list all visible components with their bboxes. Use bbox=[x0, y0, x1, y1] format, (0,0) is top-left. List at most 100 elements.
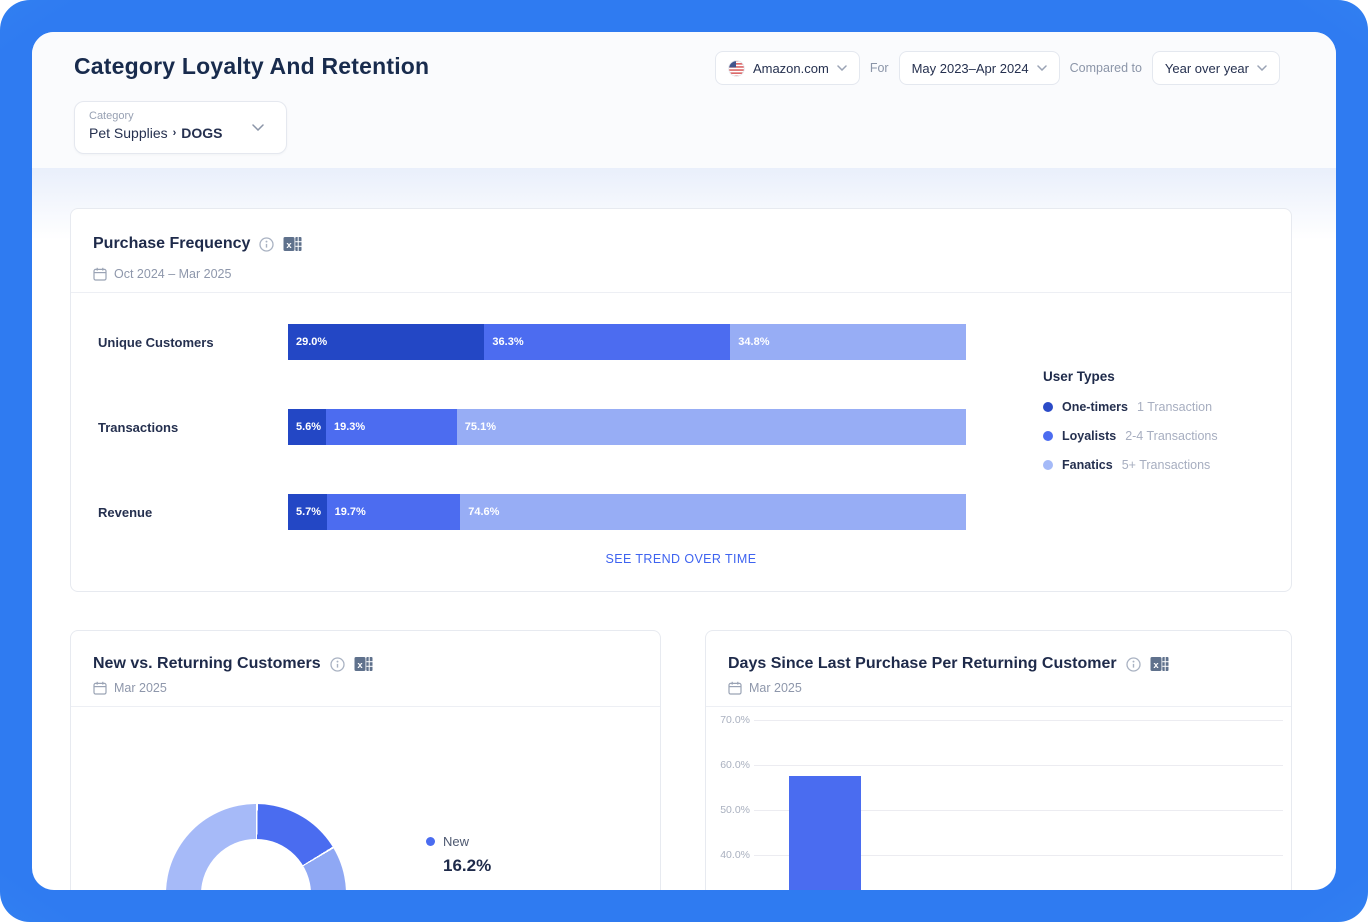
bar-segment-fanatics[interactable]: 75.1% bbox=[456, 409, 966, 445]
calendar-icon bbox=[93, 267, 107, 281]
excel-export-icon[interactable]: x bbox=[1150, 655, 1169, 673]
breadcrumb-separator: › bbox=[172, 127, 177, 139]
info-icon[interactable] bbox=[259, 236, 275, 252]
legend-dot bbox=[1043, 460, 1053, 470]
chevron-down-icon bbox=[252, 124, 264, 131]
for-label: For bbox=[869, 61, 889, 75]
chevron-down-icon bbox=[837, 65, 847, 71]
info-icon[interactable] bbox=[1125, 656, 1141, 672]
legend-item: Loyalists 2-4 Transactions bbox=[1043, 429, 1218, 443]
bar-segment-loyalists[interactable]: 19.3% bbox=[325, 409, 457, 445]
legend-desc: 2-4 Transactions bbox=[1125, 429, 1218, 443]
legend-desc: 1 Transaction bbox=[1137, 400, 1213, 414]
bar-segment-one-timers[interactable]: 5.7% bbox=[288, 494, 327, 530]
card-date-range: Mar 2025 bbox=[114, 681, 167, 695]
legend-name: One-timers bbox=[1062, 400, 1128, 414]
new-legend-dot bbox=[426, 837, 435, 846]
svg-text:x: x bbox=[357, 660, 363, 671]
info-icon[interactable] bbox=[329, 656, 345, 672]
donut-legend: New 16.2% bbox=[426, 834, 491, 876]
stacked-bar: 29.0% 36.3% 34.8% bbox=[288, 324, 966, 360]
user-types-legend: User Types One-timers 1 Transaction Loyali… bbox=[1043, 369, 1218, 487]
segment-value-label: 5.6% bbox=[296, 421, 322, 433]
frequency-row: Revenue 5.7% 19.7% 74.6% bbox=[71, 494, 966, 530]
chevron-down-icon bbox=[1257, 65, 1267, 71]
card-title: Purchase Frequency bbox=[93, 235, 251, 252]
excel-export-icon[interactable]: x bbox=[283, 235, 302, 253]
legend-dot bbox=[1043, 431, 1053, 441]
legend-desc: 5+ Transactions bbox=[1121, 458, 1211, 472]
bar-segment-loyalists[interactable]: 19.7% bbox=[326, 494, 461, 530]
segment-value-label: 19.7% bbox=[334, 506, 366, 518]
gridline bbox=[754, 720, 1283, 721]
calendar-icon bbox=[728, 681, 742, 695]
svg-text:x: x bbox=[1153, 660, 1159, 671]
card-date-range: Mar 2025 bbox=[749, 681, 802, 695]
row-label: Transactions bbox=[98, 419, 179, 435]
bar-segment-fanatics[interactable]: 34.8% bbox=[730, 324, 966, 360]
chart-bar[interactable] bbox=[789, 776, 861, 890]
us-flag-icon bbox=[728, 59, 745, 77]
purchase-frequency-card: Purchase Frequency x Oct 2024 – Mar 2025… bbox=[70, 208, 1292, 592]
compared-to-label: Compared to bbox=[1069, 61, 1142, 75]
header-controls: Amazon.com For May 2023–Apr 2024 Compare… bbox=[714, 51, 1280, 85]
card-title: Days Since Last Purchase Per Returning C… bbox=[728, 655, 1117, 672]
legend-name: Fanatics bbox=[1062, 458, 1113, 472]
gridline bbox=[754, 855, 1283, 856]
excel-export-icon[interactable]: x bbox=[354, 655, 373, 673]
legend-dot bbox=[1043, 402, 1053, 412]
date-range-selector[interactable]: May 2023–Apr 2024 bbox=[898, 51, 1060, 85]
new-legend-label: New bbox=[443, 834, 470, 849]
segment-value-label: 19.3% bbox=[333, 421, 366, 433]
gridline bbox=[754, 810, 1283, 811]
bar-segment-one-timers[interactable]: 5.6% bbox=[288, 409, 326, 445]
stacked-bar: 5.7% 19.7% 74.6% bbox=[288, 494, 966, 530]
legend-title: User Types bbox=[1043, 369, 1115, 384]
category-label: Category bbox=[89, 110, 134, 122]
date-range-value: May 2023–Apr 2024 bbox=[911, 60, 1029, 76]
legend-item: One-timers 1 Transaction bbox=[1043, 400, 1218, 414]
card-date-range: Oct 2024 – Mar 2025 bbox=[114, 267, 232, 281]
segment-value-label: 36.3% bbox=[492, 336, 524, 348]
frequency-row: Unique Customers 29.0% 36.3% 34.8% bbox=[71, 324, 966, 360]
site-selector[interactable]: Amazon.com bbox=[714, 51, 860, 85]
y-axis-tick-label: 50.0% bbox=[720, 804, 750, 816]
y-axis-tick-label: 70.0% bbox=[720, 714, 750, 726]
category-value: Pet Supplies › DOGS bbox=[89, 125, 223, 141]
new-vs-returning-card: New vs. Returning Customers x Mar 2025 bbox=[70, 630, 661, 890]
legend-item: Fanatics 5+ Transactions bbox=[1043, 458, 1218, 472]
divider bbox=[71, 706, 660, 707]
svg-text:x: x bbox=[287, 240, 293, 251]
stacked-bar: 5.6% 19.3% 75.1% bbox=[288, 409, 966, 445]
days-since-purchase-card: Days Since Last Purchase Per Returning C… bbox=[705, 630, 1292, 890]
bar-segment-loyalists[interactable]: 36.3% bbox=[484, 324, 731, 360]
y-axis-tick-label: 60.0% bbox=[720, 759, 750, 771]
bar-chart: 70.0% 60.0% 50.0% 40.0% bbox=[706, 706, 1291, 890]
frequency-row: Transactions 5.6% 19.3% 75.1% bbox=[71, 409, 966, 445]
site-selector-value: Amazon.com bbox=[752, 60, 829, 76]
comparison-value: Year over year bbox=[1164, 60, 1249, 76]
see-trend-link[interactable]: SEE TREND OVER TIME bbox=[605, 552, 757, 566]
calendar-icon bbox=[93, 681, 107, 695]
divider bbox=[71, 292, 1291, 293]
chevron-down-icon bbox=[1036, 65, 1047, 71]
bar-segment-fanatics[interactable]: 74.6% bbox=[460, 494, 966, 530]
comparison-selector[interactable]: Year over year bbox=[1151, 51, 1280, 85]
category-selector[interactable]: Category Pet Supplies › DOGS bbox=[74, 101, 287, 154]
stacked-bar-chart: Unique Customers 29.0% 36.3% 34.8% Transacti… bbox=[71, 324, 966, 579]
card-title: New vs. Returning Customers bbox=[93, 655, 321, 672]
segment-value-label: 5.7% bbox=[296, 506, 322, 518]
app-panel: Category Loyalty And Retention bbox=[32, 32, 1336, 890]
bar-segment-one-timers[interactable]: 29.0% bbox=[288, 324, 485, 360]
new-legend-value: 16.2% bbox=[443, 856, 492, 875]
segment-value-label: 34.8% bbox=[738, 336, 770, 348]
row-label: Revenue bbox=[98, 504, 153, 520]
segment-value-label: 75.1% bbox=[464, 421, 496, 433]
gridline bbox=[754, 765, 1283, 766]
legend-name: Loyalists bbox=[1062, 429, 1117, 443]
page-title: Category Loyalty And Retention bbox=[74, 53, 430, 79]
segment-value-label: 29.0% bbox=[296, 336, 328, 348]
y-axis-tick-label: 40.0% bbox=[720, 849, 750, 861]
segment-value-label: 74.6% bbox=[468, 506, 500, 518]
